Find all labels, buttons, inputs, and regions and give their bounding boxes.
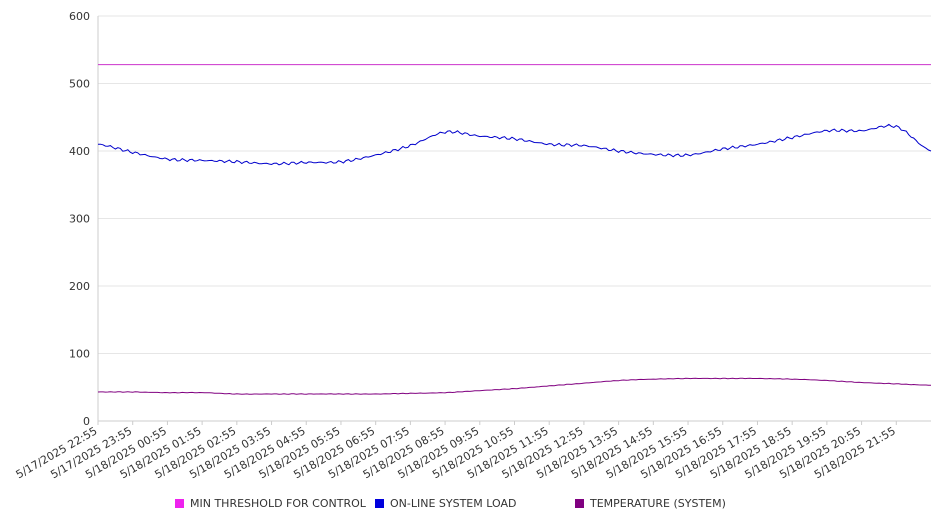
legend-label: TEMPERATURE (SYSTEM) [590, 497, 726, 510]
legend-swatch [575, 499, 584, 508]
legend-swatch [175, 499, 184, 508]
grid-lines [98, 15, 931, 354]
y-tick-label: 100 [69, 348, 90, 361]
legend-item-min-threshold: MIN THRESHOLD FOR CONTROL [175, 497, 366, 510]
legend-item-temperature: TEMPERATURE (SYSTEM) [575, 497, 726, 510]
y-tick-label: 200 [69, 280, 90, 293]
y-tick-label: 500 [69, 78, 90, 91]
y-tick-label: 0 [83, 415, 90, 428]
series-lines [97, 64, 932, 395]
y-axis: 0 100 200 300 400 500 600 [69, 10, 99, 428]
legend-label: ON-LINE SYSTEM LOAD [390, 497, 517, 510]
legend-swatch [375, 499, 384, 508]
legend-item-system-load: ON-LINE SYSTEM LOAD [375, 497, 516, 510]
series-line-temperature-system [97, 377, 931, 395]
legend-label: MIN THRESHOLD FOR CONTROL [190, 497, 366, 510]
x-axis: 5/17/2025 22:555/17/2025 23:555/18/2025 … [14, 420, 931, 481]
y-tick-label: 600 [69, 10, 90, 23]
y-tick-label: 300 [69, 213, 90, 226]
legend: MIN THRESHOLD FOR CONTROL ON-LINE SYSTEM… [0, 497, 946, 515]
series-line-on-line-system-load [97, 123, 932, 166]
y-tick-label: 400 [69, 145, 90, 158]
